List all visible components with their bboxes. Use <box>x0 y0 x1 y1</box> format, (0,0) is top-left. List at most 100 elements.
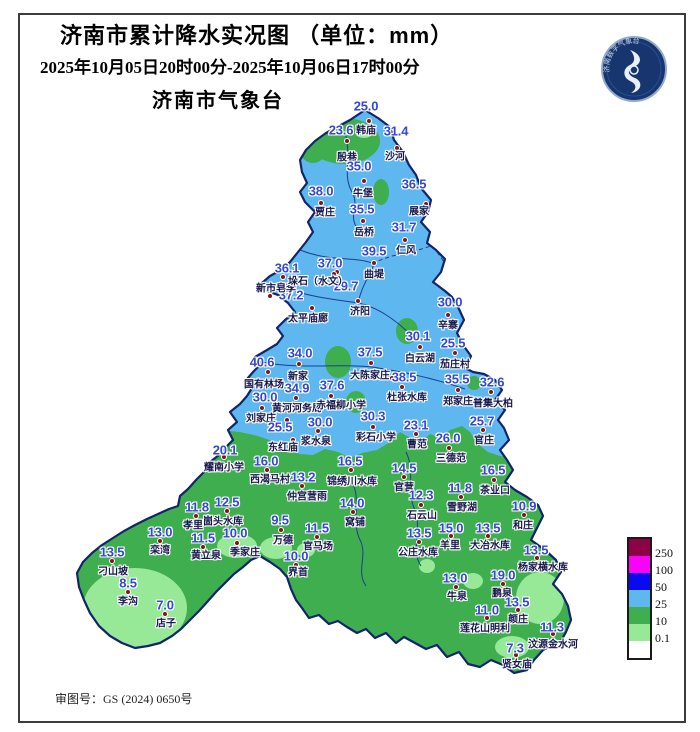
station-name: 赤福柳小学 <box>316 400 366 412</box>
station-name: 官庄 <box>474 435 494 447</box>
station-dot <box>361 219 365 223</box>
station-value: 7.0 <box>156 597 174 613</box>
station-value: 35.5 <box>349 201 375 217</box>
station-dot <box>225 509 229 513</box>
station-value: 11.0 <box>475 602 499 618</box>
station-dot <box>486 534 490 538</box>
station-value: 15.0 <box>438 520 464 536</box>
station-dot <box>485 616 489 620</box>
date-range: 2025年10月05日20时00分-2025年10月06日17时00分 <box>40 58 420 77</box>
station-name: 崮头水库 <box>203 516 243 528</box>
station-name: 仲宫营雨 <box>287 491 327 503</box>
station-value: 8.5 <box>119 575 137 591</box>
station-value: 23.1 <box>403 417 429 433</box>
station-dot <box>268 294 272 298</box>
station-value: 23.6 <box>328 122 354 138</box>
map-frame-border <box>18 13 686 723</box>
station-name: 黄立泉 <box>191 550 221 562</box>
station-name: 彩石小学 <box>356 432 396 444</box>
station-name: 浆水泉 <box>301 436 331 448</box>
logo-glyph <box>624 50 641 93</box>
station-value: 13.2 <box>290 469 316 485</box>
station-dot <box>329 394 333 398</box>
station-dot <box>371 425 375 429</box>
station-name: 公庄水库 <box>398 547 438 559</box>
station-value: 39.5 <box>361 243 387 259</box>
station-dot <box>265 468 269 472</box>
station-dot <box>395 146 399 150</box>
station-value: 9.5 <box>271 512 289 528</box>
station-value: 10.0 <box>283 548 309 564</box>
station-name: 锦绣川水库 <box>327 476 377 488</box>
station-dot <box>501 582 505 586</box>
station-name: 栾湾 <box>150 545 170 557</box>
station-name: 贤女庙 <box>502 659 532 671</box>
station-name: 牛堡 <box>353 188 373 200</box>
station-name: 羊里 <box>440 540 460 552</box>
station-value: 37.0 <box>317 255 343 271</box>
station-value: 35.5 <box>444 371 470 387</box>
station-name: 孝里 <box>183 520 203 532</box>
station-name: 殷巷 <box>337 152 357 164</box>
station-dot <box>459 495 463 499</box>
legend-cell <box>629 573 650 590</box>
station-name: 颜庄 <box>508 614 528 626</box>
station-value: 40.6 <box>249 354 275 370</box>
station-value: 37.6 <box>319 377 345 393</box>
station-name: 和庄 <box>513 520 533 532</box>
station-value: 13.5 <box>523 542 549 558</box>
station-name: 仁风 <box>396 245 416 257</box>
legend-color-scale <box>627 537 652 660</box>
station-dot <box>514 653 518 657</box>
legend-cell <box>629 539 650 556</box>
station-value: 13.5 <box>99 544 125 560</box>
station-name: 茶业口 <box>480 485 510 497</box>
station-value: 10.0 <box>222 525 248 541</box>
station-dot <box>294 396 298 400</box>
station-name: 官马场 <box>303 541 333 553</box>
station-dot <box>294 563 298 567</box>
station-dot <box>456 388 460 392</box>
station-name: 普集大柏 <box>473 398 513 410</box>
station-dot <box>417 540 421 544</box>
station-dot <box>489 390 493 394</box>
station-value: 25.0 <box>353 98 379 114</box>
station-value: 31.7 <box>391 219 417 235</box>
station-name: 沙河 <box>385 151 405 163</box>
station-value: 25.5 <box>440 335 466 351</box>
station-value: 37.5 <box>357 344 383 360</box>
station-name: 刘家庄 <box>246 413 276 425</box>
agency-logo: 济南数字气象台 <box>601 36 667 102</box>
station-name: 韩庙 <box>356 125 376 137</box>
station-dot <box>356 299 360 303</box>
station-value: 30.0 <box>437 294 463 310</box>
lightgreen-pockets <box>83 126 564 658</box>
station-dot <box>551 632 555 636</box>
station-name: 太平庙廊 <box>288 313 328 325</box>
station-dot <box>319 201 323 205</box>
station-name: 刁山坡 <box>98 566 128 578</box>
station-value: 31.4 <box>383 123 409 139</box>
station-value: 13.5 <box>475 520 501 536</box>
station-value: 12.5 <box>214 494 240 510</box>
station-value: 16.0 <box>253 453 279 469</box>
station-name: 黄河河务局 <box>272 403 322 415</box>
legend-cell <box>629 624 650 641</box>
station-value: 25.5 <box>267 419 293 435</box>
district-boundaries <box>261 132 466 587</box>
station-dot <box>492 478 496 482</box>
station-value: 29.7 <box>333 278 359 294</box>
station-value: 13.5 <box>406 525 432 541</box>
station-name: 垛石（水文） <box>288 276 348 288</box>
station-value: 36.1 <box>274 260 300 276</box>
station-name: 店子 <box>156 618 176 630</box>
station-name: 李沟 <box>118 596 138 608</box>
station-name: 杜张水库 <box>387 392 427 404</box>
station-value: 11.8 <box>448 480 472 496</box>
station-dot <box>447 446 451 450</box>
station-name: 大冶水库 <box>470 540 510 552</box>
station-dot <box>403 238 407 242</box>
station-dot <box>126 590 130 594</box>
station-dot <box>281 275 285 279</box>
legend-cell <box>629 556 650 573</box>
